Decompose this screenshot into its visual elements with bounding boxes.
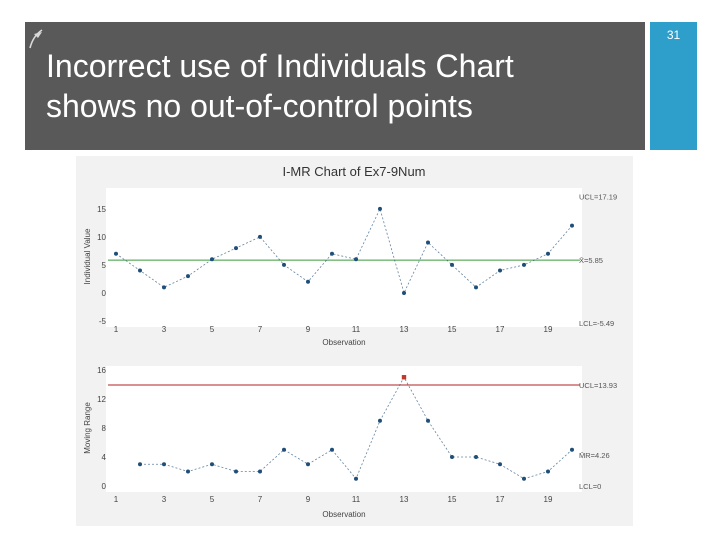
lcl-label: LCL=0 bbox=[579, 482, 601, 491]
x-tick-label: 7 bbox=[258, 325, 263, 334]
y-tick-label: -5 bbox=[99, 317, 107, 326]
data-point bbox=[282, 447, 286, 452]
data-point bbox=[426, 240, 430, 245]
title-bar bbox=[25, 22, 645, 150]
data-point bbox=[570, 223, 574, 228]
y-tick-label: 10 bbox=[97, 233, 106, 242]
data-point bbox=[498, 462, 502, 467]
y-axis-label: Moving Range bbox=[83, 402, 92, 454]
data-point bbox=[162, 285, 166, 290]
x-tick-label: 5 bbox=[210, 495, 215, 504]
x-tick-label: 7 bbox=[258, 495, 263, 504]
data-point bbox=[426, 418, 430, 423]
x-tick-label: 11 bbox=[352, 495, 361, 504]
y-tick-label: 5 bbox=[102, 261, 107, 270]
center-line-label: M̄R=4.26 bbox=[579, 451, 610, 460]
data-point bbox=[522, 262, 526, 267]
data-point bbox=[186, 274, 190, 279]
data-point bbox=[138, 268, 142, 273]
data-point bbox=[354, 476, 358, 481]
data-point bbox=[570, 447, 574, 452]
x-tick-label: 17 bbox=[496, 325, 505, 334]
x-tick-label: 13 bbox=[400, 495, 409, 504]
data-point bbox=[234, 246, 238, 251]
lcl-label: LCL=-5.49 bbox=[579, 319, 614, 328]
x-axis-label: Observation bbox=[322, 510, 365, 519]
y-tick-label: 16 bbox=[97, 366, 106, 375]
data-point bbox=[330, 251, 334, 256]
data-point bbox=[138, 462, 142, 467]
data-point bbox=[282, 262, 286, 267]
data-point bbox=[546, 469, 550, 474]
data-point bbox=[498, 268, 502, 273]
x-tick-label: 9 bbox=[306, 495, 311, 504]
data-point bbox=[522, 476, 526, 481]
data-point bbox=[186, 469, 190, 474]
data-point bbox=[258, 469, 262, 474]
y-axis-label: Individual Value bbox=[83, 228, 92, 284]
data-point bbox=[258, 234, 262, 239]
chart-frame: I-MR Chart of Ex7-9Num -5 0 5 10 15 1 3 5 7 9 11 13 1… bbox=[76, 156, 633, 526]
series-line bbox=[115, 207, 573, 295]
data-point bbox=[546, 251, 550, 256]
data-point bbox=[306, 462, 310, 467]
data-point bbox=[114, 251, 118, 256]
data-point bbox=[210, 462, 214, 467]
x-tick-label: 15 bbox=[448, 495, 457, 504]
plus-icon bbox=[29, 29, 43, 49]
chart-title: I-MR Chart of Ex7-9Num bbox=[282, 164, 425, 179]
x-tick-label: 3 bbox=[162, 325, 167, 334]
y-tick-label: 0 bbox=[102, 289, 107, 298]
x-axis-label: Observation bbox=[322, 338, 365, 347]
accent-box bbox=[650, 22, 697, 150]
data-point bbox=[162, 462, 166, 467]
x-tick-label: 13 bbox=[400, 325, 409, 334]
title-line-1: Incorrect use of Individuals Chart bbox=[46, 48, 514, 84]
y-tick-label: 4 bbox=[102, 453, 107, 462]
y-tick-label: 0 bbox=[102, 482, 107, 491]
data-point bbox=[210, 257, 214, 262]
data-point bbox=[474, 455, 478, 459]
x-tick-label: 1 bbox=[114, 495, 119, 504]
data-point bbox=[450, 262, 454, 267]
data-point bbox=[306, 279, 310, 284]
data-point bbox=[330, 447, 334, 452]
ucl-label: UCL=13.93 bbox=[579, 381, 617, 390]
y-tick-label: 12 bbox=[97, 395, 106, 404]
plot-area bbox=[106, 366, 582, 492]
plot-area bbox=[106, 188, 582, 327]
data-point bbox=[402, 290, 406, 295]
data-point bbox=[450, 455, 454, 459]
x-tick-label: 19 bbox=[544, 495, 553, 504]
data-point bbox=[354, 257, 358, 262]
x-tick-label: 15 bbox=[448, 325, 457, 334]
y-tick-label: 8 bbox=[102, 424, 107, 433]
data-point bbox=[474, 285, 478, 290]
x-tick-label: 11 bbox=[352, 325, 361, 334]
slide-title: Incorrect use of Individuals Chart shows… bbox=[46, 46, 636, 126]
x-tick-label: 5 bbox=[210, 325, 215, 334]
x-tick-label: 19 bbox=[544, 325, 553, 334]
out-of-control-point bbox=[401, 375, 407, 380]
data-point bbox=[378, 206, 382, 211]
center-line-label: X̄=5.85 bbox=[579, 256, 603, 265]
y-tick-label: 15 bbox=[97, 205, 106, 214]
data-point bbox=[378, 418, 382, 423]
title-line-2: shows no out-of-control points bbox=[46, 88, 473, 124]
x-tick-label: 3 bbox=[162, 495, 167, 504]
slide-number: 31 bbox=[666, 28, 681, 42]
x-tick-label: 17 bbox=[496, 495, 505, 504]
x-tick-label: 1 bbox=[114, 325, 119, 334]
data-point bbox=[234, 469, 238, 474]
ucl-label: UCL=17.19 bbox=[579, 193, 617, 202]
x-tick-label: 9 bbox=[306, 325, 311, 334]
